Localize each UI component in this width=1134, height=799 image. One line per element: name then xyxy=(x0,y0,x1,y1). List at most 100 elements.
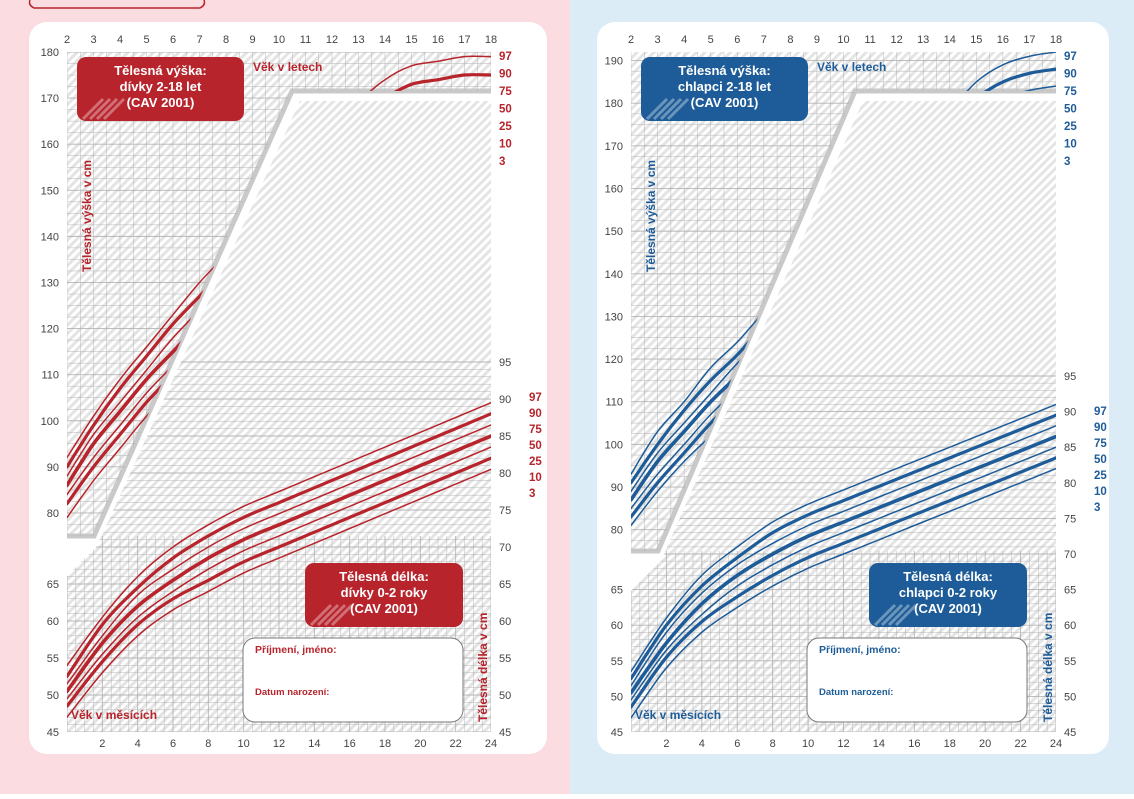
x-tick-month: 8 xyxy=(770,738,776,750)
x-tick-year: 15 xyxy=(405,34,417,46)
x-tick-year: 9 xyxy=(249,34,255,46)
percentile-90-curve xyxy=(631,413,1056,681)
y-tick-height: 160 xyxy=(605,183,623,195)
percentile-25-label-top: 25 xyxy=(1064,121,1077,133)
y-tick-length-right: 65 xyxy=(1064,585,1076,597)
x-tick-month: 24 xyxy=(485,738,497,750)
x-tick-year: 13 xyxy=(917,34,929,46)
x-tick-year: 8 xyxy=(223,34,229,46)
y-tick-height: 160 xyxy=(41,139,59,151)
x-tick-year: 10 xyxy=(273,34,285,46)
percentile-10-label-bottom: 10 xyxy=(529,472,542,484)
y-tick-length-right: 55 xyxy=(499,653,511,665)
y-tick-height: 190 xyxy=(605,56,623,68)
boys-length-title-stripes xyxy=(873,603,918,627)
y-tick-length-left: 45 xyxy=(47,727,59,739)
percentile-97-curve xyxy=(631,403,1056,673)
x-tick-month: 20 xyxy=(979,738,991,750)
y-tick-height: 110 xyxy=(41,370,59,382)
x-tick-year: 3 xyxy=(90,34,96,46)
percentile-97-curve xyxy=(67,401,491,667)
percentile-3-label-bottom: 3 xyxy=(1094,502,1100,514)
y-tick-height: 170 xyxy=(41,93,59,105)
x-tick-year: 15 xyxy=(970,34,982,46)
x-tick-year: 11 xyxy=(864,34,875,46)
boys-height-title-line: Tělesná výška: xyxy=(678,63,771,78)
percentile-75-label-top: 75 xyxy=(499,86,512,98)
y-tick-length-right: 85 xyxy=(1064,442,1076,454)
percentile-25-curve xyxy=(67,446,491,700)
boys-length-title-line: Tělesná délka: xyxy=(903,569,993,584)
y-tick-length-right: 65 xyxy=(499,579,511,591)
percentile-25-label-bottom: 25 xyxy=(1094,470,1107,482)
boys-bottom-curves xyxy=(631,403,1056,719)
x-tick-year: 4 xyxy=(117,34,123,46)
percentile-10-label-top: 10 xyxy=(1064,139,1077,151)
percentile-10-curve xyxy=(67,456,491,708)
x-tick-month: 10 xyxy=(802,738,814,750)
y-tick-length-right: 55 xyxy=(1064,656,1076,668)
percentile-10-label-bottom: 10 xyxy=(1094,486,1107,498)
y-tick-height: 80 xyxy=(47,508,59,520)
girls-age-months-label: Věk v měsících xyxy=(71,708,157,722)
y-tick-height: 130 xyxy=(41,277,59,289)
y-tick-length-right: 70 xyxy=(499,542,511,554)
y-tick-length-right: 75 xyxy=(1064,513,1076,525)
y-tick-height: 150 xyxy=(605,226,623,238)
percentile-3-curve xyxy=(631,467,1056,719)
x-tick-year: 12 xyxy=(891,34,903,46)
percentile-25-curve xyxy=(631,446,1056,701)
y-tick-length-right: 60 xyxy=(499,616,511,628)
y-tick-length-right: 60 xyxy=(1064,620,1076,632)
x-tick-month: 18 xyxy=(379,738,391,750)
percentile-3-label-bottom: 3 xyxy=(529,488,535,500)
x-tick-year: 17 xyxy=(458,34,470,46)
y-tick-length-left: 55 xyxy=(47,653,59,665)
percentile-90-label-bottom: 90 xyxy=(1094,422,1107,434)
y-tick-length-left: 60 xyxy=(47,616,59,628)
girls-height-title-line: Tělesná výška: xyxy=(114,63,207,78)
y-tick-length-right: 90 xyxy=(499,394,511,406)
y-tick-length-left: 65 xyxy=(611,585,623,597)
percentile-75-label-top: 75 xyxy=(1064,86,1077,98)
x-tick-year: 16 xyxy=(432,34,444,46)
y-tick-length-right: 85 xyxy=(499,431,511,443)
y-tick-height: 140 xyxy=(41,231,59,243)
percentile-10-label-top: 10 xyxy=(499,139,512,151)
y-tick-length-right: 90 xyxy=(1064,407,1076,419)
x-tick-month: 4 xyxy=(135,738,141,750)
x-tick-year: 2 xyxy=(628,34,634,46)
x-tick-year: 14 xyxy=(944,34,956,46)
y-tick-length-right: 50 xyxy=(1064,691,1076,703)
x-tick-month: 22 xyxy=(1014,738,1026,750)
x-tick-month: 20 xyxy=(414,738,426,750)
girls-age-years-label: Věk v letech xyxy=(253,60,322,74)
girls-length-title-line: dívky 0-2 roky xyxy=(341,585,428,600)
y-tick-length-right: 50 xyxy=(499,690,511,702)
boys-age-months-label: Věk v měsících xyxy=(635,708,721,722)
percentile-25-label-bottom: 25 xyxy=(529,456,542,468)
girls-birth-label: Datum narození: xyxy=(255,687,329,698)
x-tick-month: 4 xyxy=(699,738,705,750)
y-tick-length-right: 45 xyxy=(1064,727,1076,739)
x-tick-year: 7 xyxy=(761,34,767,46)
x-tick-month: 12 xyxy=(273,738,285,750)
y-tick-height: 120 xyxy=(41,324,59,336)
x-tick-year: 6 xyxy=(734,34,740,46)
y-tick-length-left: 50 xyxy=(47,690,59,702)
percentile-97-label-top: 97 xyxy=(1064,51,1077,63)
boys-length-title: Tělesná délka:chlapci 0-2 roky(CAV 2001) xyxy=(869,563,1027,627)
x-tick-month: 10 xyxy=(238,738,250,750)
top-edge-bracket xyxy=(28,0,206,9)
boys-height-axis-label: Tělesná výška v cm xyxy=(644,160,658,272)
x-tick-year: 4 xyxy=(681,34,687,46)
percentile-75-curve xyxy=(67,424,491,685)
x-tick-year: 3 xyxy=(655,34,661,46)
y-tick-length-right: 70 xyxy=(1064,549,1076,561)
percentile-50-label-bottom: 50 xyxy=(529,440,542,452)
x-tick-month: 8 xyxy=(205,738,211,750)
y-tick-height: 180 xyxy=(41,47,59,59)
y-tick-height: 80 xyxy=(611,525,623,537)
x-tick-year: 7 xyxy=(196,34,202,46)
